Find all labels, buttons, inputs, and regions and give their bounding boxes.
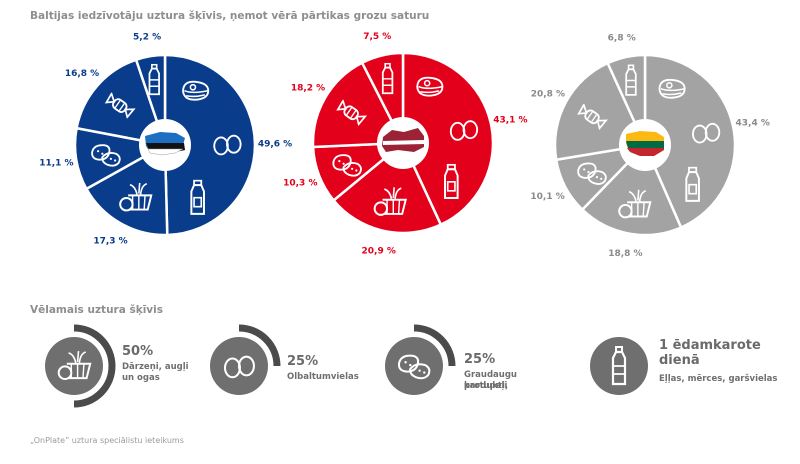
recommendation-protein: 25% Olbaltumvielas	[205, 322, 385, 412]
pie-charts: 49,6 % 17,3 % 11,1 % 16,8 % 5,2 % 43,1 % 20,9…	[39, 32, 770, 259]
pie-data-label: 6,8 %	[608, 34, 636, 44]
recommendation-vegetables: 50% Dārzeņi, augļi un ogas	[40, 322, 220, 412]
recommendation-grains: 25% Graudaugu produkti, kartupeļi	[380, 322, 560, 412]
flag-latvia-icon	[377, 117, 429, 169]
vegetables-basket-icon	[45, 337, 103, 395]
pie-data-label: 7,5 %	[363, 32, 391, 42]
recommendation-text: un ogas	[122, 373, 160, 383]
pie-data-label: 17,3 %	[93, 237, 127, 247]
pie-slice-vegetables-fruit	[331, 141, 443, 235]
chart-title: Baltijas iedzīvotāju uztura šķīvis, ņemo…	[30, 10, 430, 22]
recommendation-text: Eļļas, mērces, garšvielas	[659, 374, 778, 384]
pie-data-label: 20,9 %	[362, 246, 396, 256]
pie-data-label: 11,1 %	[39, 159, 73, 169]
recommendation-amount: 1 ēdamkarote	[659, 338, 761, 353]
flag-estonia-icon	[139, 119, 191, 171]
recommendation-ring-vegetables	[73, 324, 116, 408]
pie-slice-vegetables-fruit	[580, 142, 683, 237]
pie-data-label: 49,6 %	[258, 140, 292, 150]
recommendation-ring-protein	[238, 324, 281, 367]
recommendation-text: Graudaugu produkti,	[464, 370, 517, 391]
pie-data-label: 18,2 %	[291, 84, 325, 94]
pie-slice-meat-eggs-dairy	[163, 53, 257, 237]
recommendation-oils: 1 ēdamkarote dienā Eļļas, mērces, garšvi…	[585, 322, 785, 412]
recommendation-ring-grains	[413, 324, 456, 367]
pie-latvia: 43,1 % 20,9 % 10,3 % 18,2 % 7,5 %	[283, 32, 527, 256]
recommendation-text: Olbaltumvielas	[287, 372, 359, 382]
pie-data-label: 43,4 %	[736, 119, 770, 129]
pie-data-label: 16,8 %	[65, 69, 99, 79]
pie-data-label: 10,1 %	[530, 192, 564, 202]
pie-data-label: 10,3 %	[283, 179, 317, 189]
recommendation-amount-unit: dienā	[659, 353, 700, 368]
flag-lithuania-icon	[619, 119, 671, 171]
recommendation-text: kartupeļi	[464, 381, 508, 391]
pie-data-label: 18,8 %	[608, 249, 642, 259]
pie-data-label: 5,2 %	[133, 33, 161, 43]
recommendation-text: Dārzeņi, augļi	[122, 362, 189, 372]
pie-data-label: 43,1 %	[493, 115, 527, 125]
footnote: „OnPlate” uztura speciālistu ieteikums	[30, 436, 184, 445]
recommendation-percent: 25%	[464, 352, 496, 367]
pie-slice-sweets	[311, 61, 405, 149]
recommendation-percent: 25%	[287, 354, 319, 369]
pie-data-label: 20,8 %	[531, 89, 565, 99]
recommended-plate-title: Vēlamais uztura šķīvis	[30, 304, 163, 316]
pie-slice-vegetables-fruit	[84, 142, 169, 237]
recommendation-percent: 50%	[122, 344, 154, 359]
